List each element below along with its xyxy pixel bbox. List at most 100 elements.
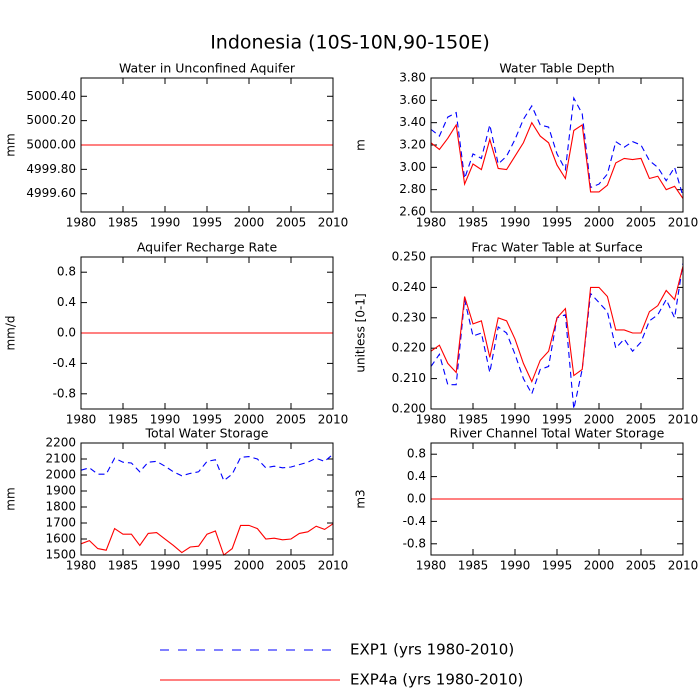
y-tick-label: 1900 — [45, 484, 76, 498]
x-tick-label: 1990 — [500, 413, 531, 427]
x-tick-label: 2010 — [318, 413, 349, 427]
x-tick-label: 2010 — [318, 216, 349, 230]
x-tick-label: 1990 — [500, 216, 531, 230]
series-line — [80, 523, 334, 556]
y-tick-label: 5000.40 — [26, 89, 76, 103]
y-tick-label: -0.8 — [53, 386, 76, 400]
y-tick-label: 0.200 — [392, 402, 426, 416]
x-tick-label: 1995 — [542, 559, 573, 573]
x-tick-label: 1995 — [542, 216, 573, 230]
y-axis-label: mm/d — [4, 315, 18, 350]
y-tick-label: 4999.60 — [26, 186, 76, 200]
x-tick-label: 1995 — [192, 413, 223, 427]
y-tick-label: 2200 — [45, 436, 76, 450]
x-tick-label: 2005 — [626, 413, 657, 427]
y-tick-label: 2.80 — [399, 182, 426, 196]
panel-title: Water in Unconfined Aquifer — [119, 61, 296, 76]
y-tick-label: 5000.00 — [26, 138, 76, 152]
panel-title: Frac Water Table at Surface — [471, 240, 643, 255]
y-tick-label: -0.8 — [403, 536, 426, 550]
x-tick-label: 1990 — [150, 559, 181, 573]
y-axis-label: m — [354, 139, 368, 151]
plot-frame — [430, 77, 684, 213]
x-tick-label: 2010 — [668, 216, 699, 230]
y-tick-label: 4999.80 — [26, 162, 76, 176]
x-tick-label: 2000 — [584, 216, 615, 230]
y-axis-label: mm — [4, 487, 18, 510]
y-axis-label: mm — [4, 133, 18, 156]
figure-title: Indonesia (10S-10N,90-150E) — [210, 32, 490, 54]
x-tick-label: 2005 — [626, 559, 657, 573]
y-tick-label: 0.250 — [392, 250, 426, 264]
series-line — [80, 453, 334, 482]
x-tick-label: 1985 — [458, 216, 489, 230]
x-tick-label: 2000 — [234, 413, 265, 427]
x-tick-label: 1985 — [108, 559, 139, 573]
x-tick-label: 1995 — [542, 413, 573, 427]
x-tick-label: 2010 — [668, 559, 699, 573]
panel-title: Aquifer Recharge Rate — [137, 240, 278, 255]
x-tick-label: 2005 — [276, 216, 307, 230]
plot-frame — [80, 77, 334, 213]
x-tick-label: 2000 — [584, 559, 615, 573]
series-line — [430, 121, 684, 199]
y-tick-label: 1600 — [45, 532, 76, 546]
y-tick-label: 2000 — [45, 468, 76, 482]
y-tick-label: -0.4 — [403, 514, 426, 528]
y-tick-label: 2100 — [45, 452, 76, 466]
y-tick-label: 0.0 — [57, 326, 76, 340]
y-tick-label: -0.4 — [53, 356, 76, 370]
y-tick-label: 3.20 — [399, 138, 426, 152]
y-tick-label: 1500 — [45, 548, 76, 562]
x-tick-label: 1985 — [108, 413, 139, 427]
x-tick-label: 2005 — [276, 559, 307, 573]
x-tick-label: 2010 — [318, 559, 349, 573]
y-tick-label: 0.8 — [407, 447, 426, 461]
x-tick-label: 1980 — [416, 216, 447, 230]
x-tick-label: 1985 — [108, 216, 139, 230]
y-tick-label: 3.60 — [399, 93, 426, 107]
y-tick-label: 0.220 — [392, 341, 426, 355]
x-tick-label: 1980 — [66, 216, 97, 230]
y-tick-label: 5000.20 — [26, 113, 76, 127]
x-tick-label: 1985 — [458, 413, 489, 427]
panel-title: Water Table Depth — [499, 61, 614, 76]
x-tick-label: 1980 — [416, 559, 447, 573]
y-tick-label: 1800 — [45, 500, 76, 514]
y-tick-label: 0.4 — [407, 469, 426, 483]
y-tick-label: 3.80 — [399, 71, 426, 85]
y-tick-label: 3.00 — [399, 160, 426, 174]
x-tick-label: 1980 — [416, 413, 447, 427]
x-tick-label: 2010 — [668, 413, 699, 427]
x-tick-label: 1990 — [500, 559, 531, 573]
y-tick-label: 0.210 — [392, 371, 426, 385]
y-tick-label: 0.4 — [57, 295, 76, 309]
legend-label: EXP1 (yrs 1980-2010) — [350, 641, 514, 659]
y-axis-label: m3 — [354, 489, 368, 508]
x-tick-label: 2005 — [626, 216, 657, 230]
x-tick-label: 1980 — [66, 559, 97, 573]
plot-frame — [430, 442, 684, 556]
y-tick-label: 0.240 — [392, 280, 426, 294]
y-axis-label: unitless [0-1] — [354, 293, 368, 372]
plot-frame — [80, 442, 334, 556]
y-tick-label: 3.40 — [399, 115, 426, 129]
x-tick-label: 2000 — [234, 559, 265, 573]
panel-title: River Channel Total Water Storage — [450, 426, 665, 441]
x-tick-label: 1995 — [192, 216, 223, 230]
plot-frame — [80, 256, 334, 410]
x-tick-label: 1990 — [150, 216, 181, 230]
x-tick-label: 2000 — [234, 216, 265, 230]
y-tick-label: 0.230 — [392, 310, 426, 324]
y-tick-label: 1700 — [45, 516, 76, 530]
x-tick-label: 1985 — [458, 559, 489, 573]
series-line — [430, 262, 684, 410]
legend-label: EXP4a (yrs 1980-2010) — [350, 671, 523, 689]
panel-title: Total Water Storage — [145, 426, 269, 441]
series-line — [430, 96, 684, 197]
series-line — [430, 265, 684, 384]
x-tick-label: 1980 — [66, 413, 97, 427]
x-tick-label: 2005 — [276, 413, 307, 427]
y-tick-label: 0.8 — [57, 265, 76, 279]
